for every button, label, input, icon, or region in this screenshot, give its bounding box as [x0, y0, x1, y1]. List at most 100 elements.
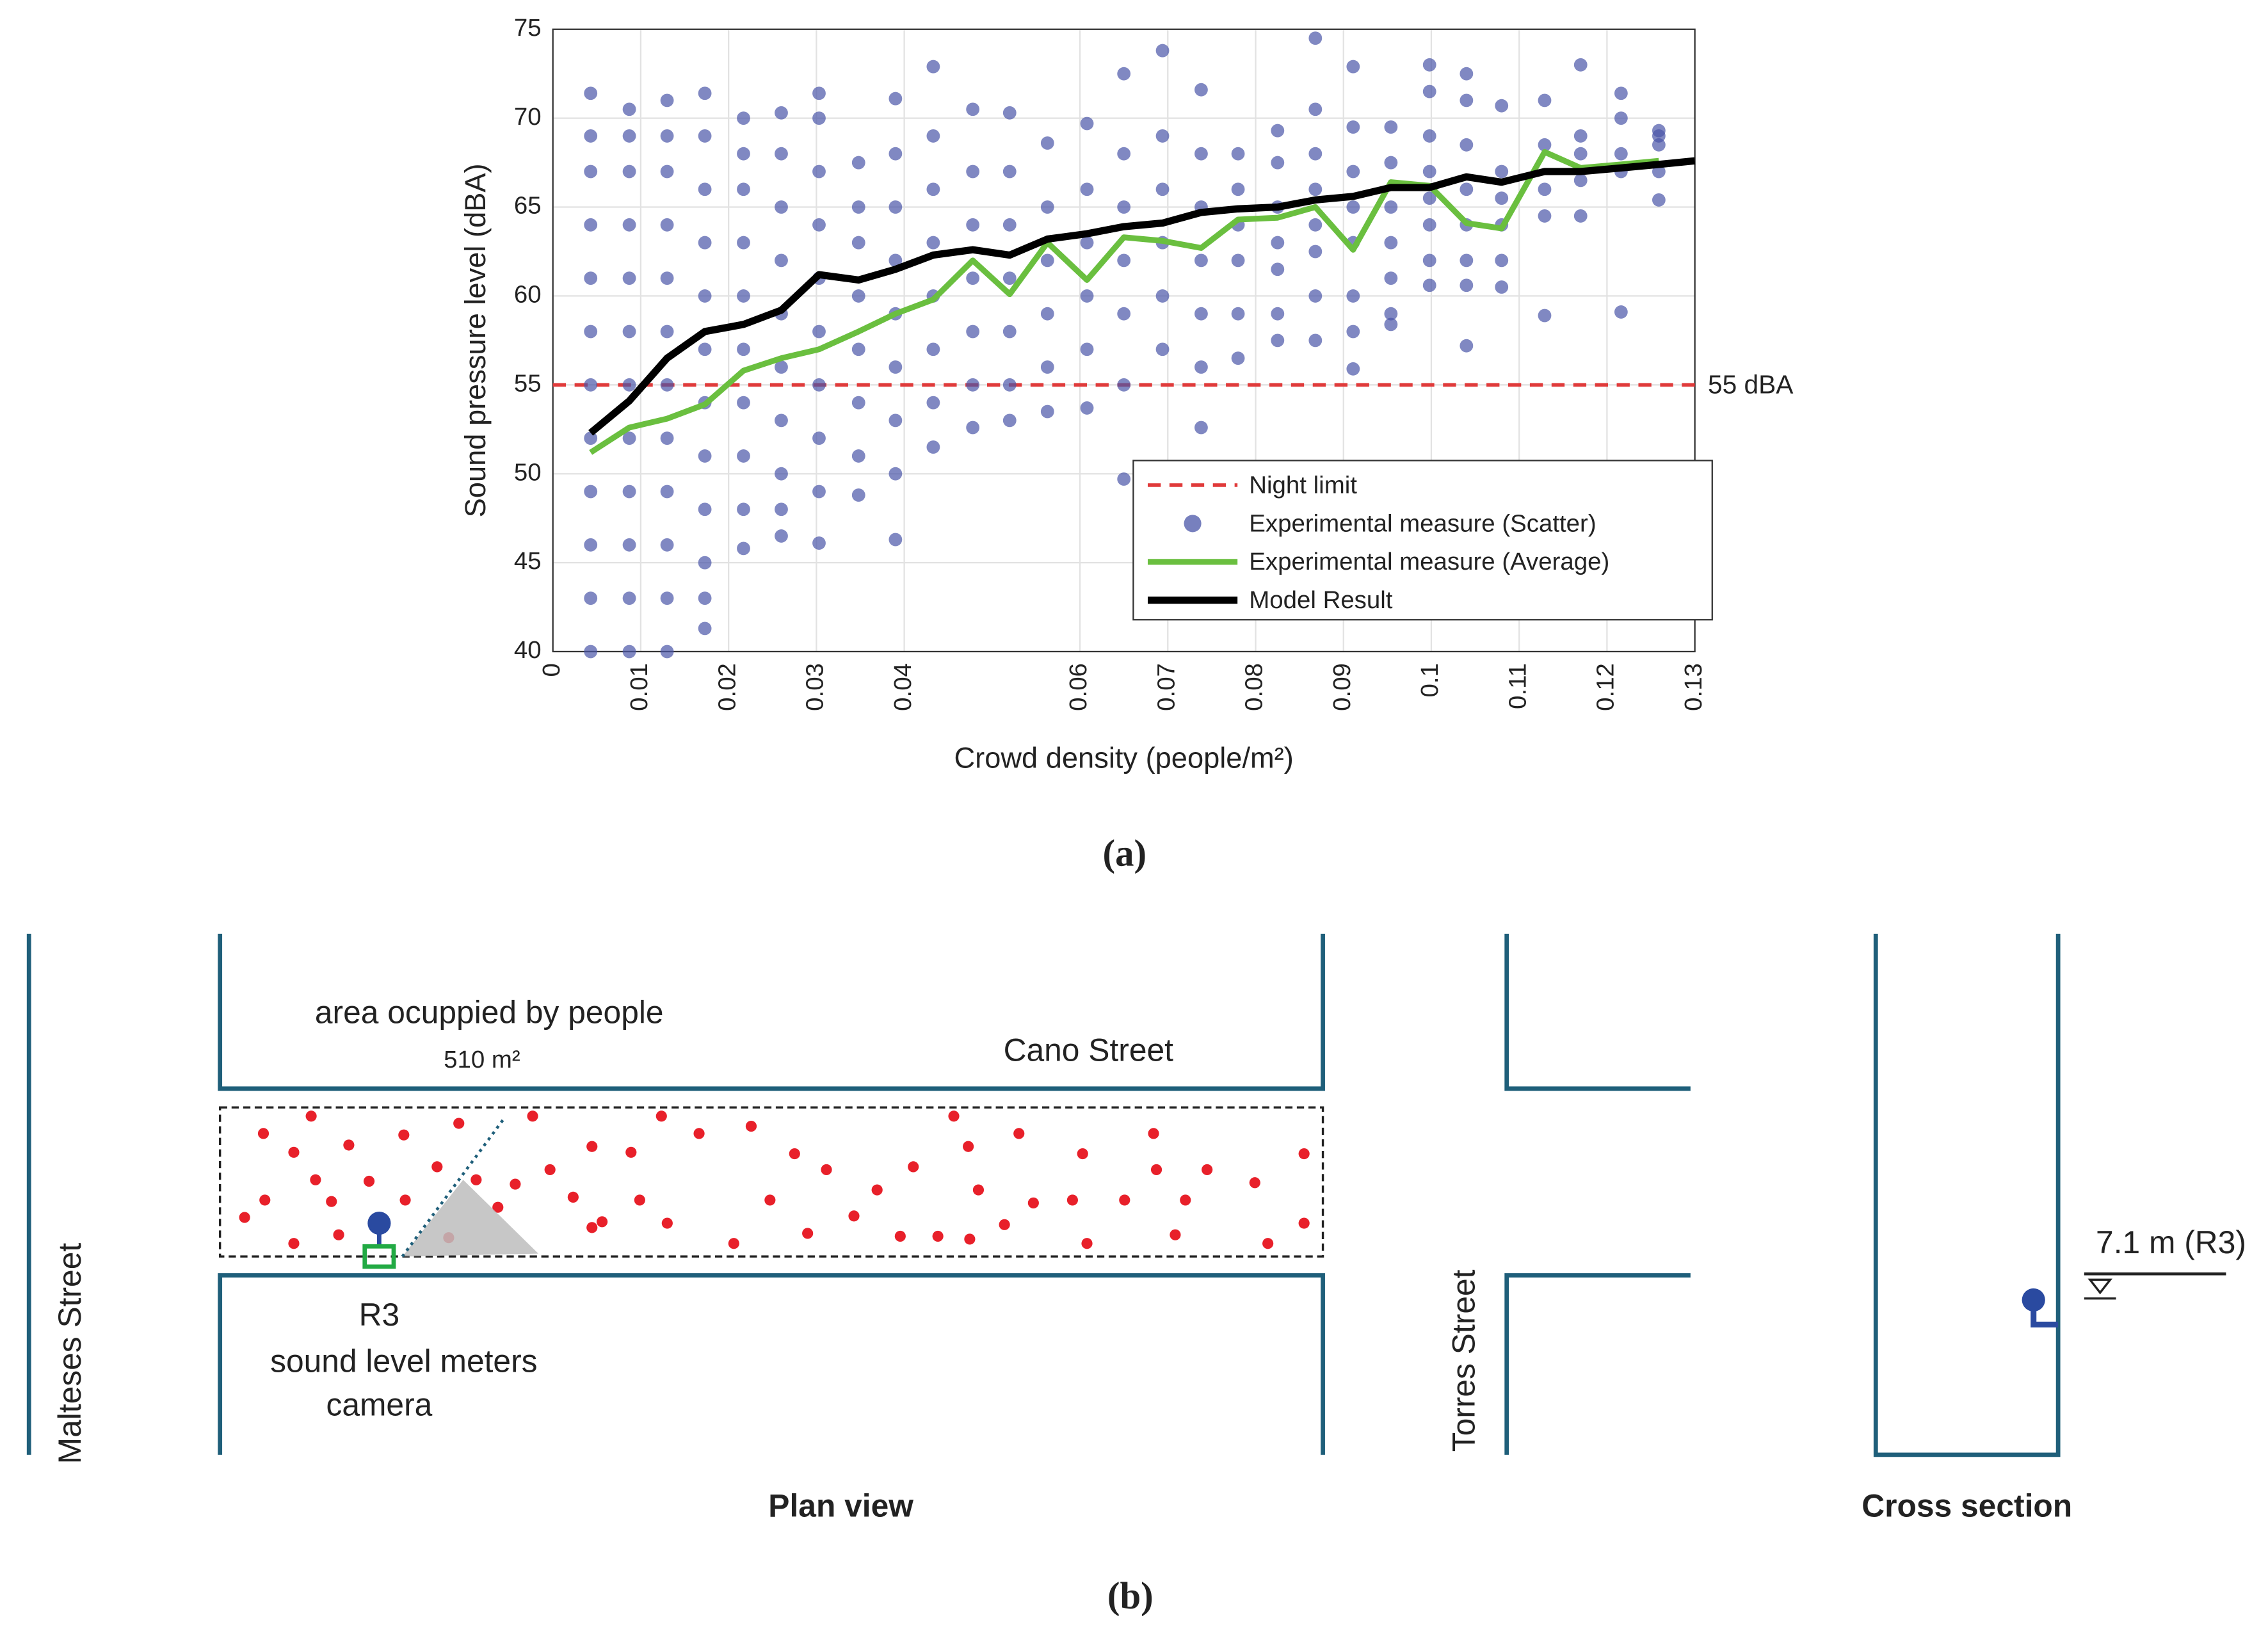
- person: [586, 1222, 598, 1233]
- person: [492, 1201, 504, 1213]
- point: [775, 413, 788, 428]
- point: [1117, 67, 1131, 81]
- point: [584, 325, 598, 339]
- point: [1271, 236, 1285, 250]
- point: [966, 218, 980, 232]
- point: [1384, 271, 1398, 285]
- point: [660, 325, 674, 339]
- point: [1614, 111, 1628, 125]
- point: [966, 325, 980, 339]
- point: [584, 271, 598, 285]
- diagram: area ocuppied by people 510 m² Cano Stre…: [26, 933, 2246, 1524]
- y-tick-label: 70: [514, 103, 542, 131]
- person: [1202, 1164, 1213, 1176]
- point: [1155, 289, 1170, 303]
- person: [510, 1178, 521, 1190]
- point: [812, 111, 826, 125]
- point: [622, 271, 636, 285]
- person: [398, 1129, 410, 1141]
- point: [1573, 147, 1588, 161]
- point: [622, 218, 636, 232]
- point: [1652, 193, 1666, 207]
- point: [1080, 236, 1094, 250]
- point: [584, 591, 598, 605]
- person: [1249, 1177, 1260, 1189]
- point: [1194, 253, 1208, 268]
- point: [1002, 106, 1017, 120]
- point: [1271, 156, 1285, 170]
- point: [737, 289, 750, 303]
- point: [1080, 342, 1094, 357]
- point: [660, 645, 674, 659]
- point: [1573, 129, 1588, 143]
- wall: [1504, 1273, 1691, 1455]
- camera-view: [402, 1180, 539, 1257]
- point: [1538, 209, 1552, 223]
- point: [1460, 182, 1474, 196]
- point: [698, 449, 712, 463]
- person: [634, 1194, 645, 1206]
- person: [871, 1184, 883, 1196]
- x-tick-label: 0.06: [1065, 663, 1092, 711]
- x-tick-label: 0.11: [1504, 663, 1531, 709]
- person: [527, 1111, 538, 1122]
- person: [1119, 1194, 1130, 1206]
- person: [259, 1194, 271, 1206]
- point: [698, 502, 712, 517]
- person: [288, 1238, 300, 1249]
- point: [1460, 253, 1474, 268]
- point: [1308, 102, 1323, 116]
- point: [1271, 124, 1285, 138]
- person: [802, 1228, 814, 1239]
- person: [343, 1139, 355, 1151]
- x-tick-label: 0.08: [1241, 663, 1268, 711]
- point: [622, 378, 636, 392]
- person: [693, 1128, 705, 1139]
- point: [1231, 351, 1245, 365]
- point: [1308, 182, 1323, 196]
- person: [544, 1164, 556, 1176]
- point: [1040, 307, 1054, 321]
- point: [775, 147, 788, 161]
- point: [812, 218, 826, 232]
- person: [745, 1121, 757, 1132]
- point: [1384, 156, 1398, 170]
- point: [622, 538, 636, 552]
- person: [848, 1210, 860, 1222]
- sensor: [2022, 1288, 2045, 1312]
- x-axis-label: Crowd density (people/m²): [954, 742, 1294, 774]
- label: Malteses Street: [52, 1243, 88, 1464]
- point: [1346, 289, 1360, 303]
- point: [1231, 253, 1245, 268]
- point: [584, 86, 598, 100]
- point: [622, 102, 636, 116]
- point: [1495, 164, 1509, 179]
- point: [851, 236, 865, 250]
- point: [889, 533, 903, 547]
- person: [239, 1212, 250, 1223]
- label: sound level meters: [270, 1343, 537, 1379]
- y-tick-label: 50: [514, 458, 542, 486]
- point: [1231, 307, 1245, 321]
- point: [812, 536, 826, 550]
- point: [1460, 93, 1474, 108]
- point: [1002, 378, 1017, 392]
- point: [1117, 147, 1131, 161]
- point: [851, 488, 865, 502]
- point: [1460, 339, 1474, 353]
- point: [851, 156, 865, 170]
- point: [966, 102, 980, 116]
- label: R3: [359, 1297, 400, 1333]
- point: [1117, 472, 1131, 486]
- point: [812, 378, 826, 392]
- sensor: [367, 1211, 391, 1235]
- x-tick-label: 0.04: [889, 663, 917, 711]
- person: [963, 1141, 974, 1152]
- point: [775, 502, 788, 517]
- point: [775, 253, 788, 268]
- point: [1422, 58, 1436, 72]
- crowd-area: [218, 1106, 1324, 1258]
- person: [625, 1146, 637, 1158]
- point: [737, 342, 750, 357]
- point: [737, 396, 750, 410]
